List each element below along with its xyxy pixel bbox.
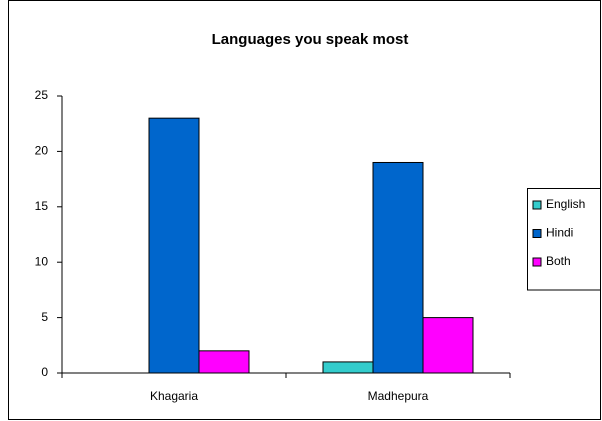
legend-label: English (546, 197, 585, 211)
y-tick-label: 20 (35, 144, 49, 158)
x-tick-label: Madhepura (368, 389, 429, 403)
legend-label: Hindi (546, 226, 573, 240)
y-tick-label: 25 (35, 88, 49, 102)
chart-title: Languages you speak most (212, 31, 409, 48)
bar (372, 161, 424, 374)
legend-label: Both (546, 254, 571, 268)
y-tick-label: 15 (35, 199, 49, 213)
bar (422, 317, 474, 374)
legend-swatch (532, 257, 542, 267)
bar (322, 361, 374, 374)
bar (198, 350, 250, 374)
y-tick-label: 5 (41, 310, 48, 324)
legend-swatch (532, 229, 542, 238)
legend-swatch (532, 200, 542, 210)
chart-frame (8, 0, 601, 420)
y-tick-label: 10 (35, 254, 49, 268)
x-tick-label: Khagaria (150, 389, 198, 403)
y-tick-label: 0 (41, 365, 48, 379)
bar (148, 117, 200, 374)
